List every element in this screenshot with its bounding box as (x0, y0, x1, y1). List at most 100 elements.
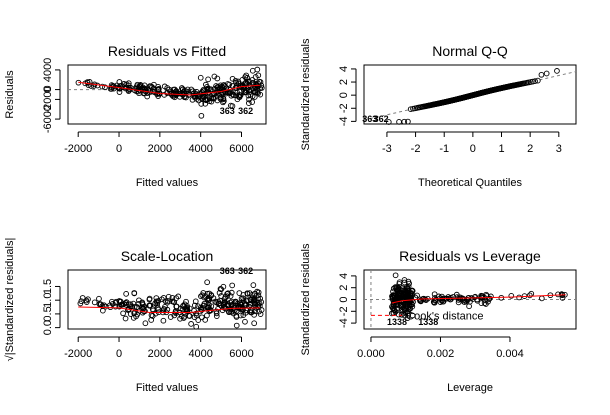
data-point (455, 299, 462, 306)
data-point (242, 89, 249, 96)
data-point (401, 290, 407, 297)
data-point (173, 295, 180, 301)
data-point (135, 300, 142, 307)
data-point (206, 95, 213, 101)
data-point (255, 292, 262, 299)
x-tick-label: 0.002 (427, 348, 455, 360)
y-tick-label: -4 (338, 116, 350, 126)
data-point (389, 293, 395, 300)
plot-frame (67, 269, 267, 330)
data-point (151, 81, 157, 88)
data-point (85, 296, 91, 303)
point-label: 362 (374, 114, 389, 124)
data-point (127, 311, 134, 317)
chart-title: Normal Q-Q (432, 43, 508, 59)
data-point (240, 295, 246, 302)
data-point (220, 283, 227, 290)
data-point (208, 292, 215, 299)
data-point (134, 304, 140, 310)
y-axis-label: Standardized residuals (300, 38, 312, 150)
data-point (401, 287, 408, 294)
y-tick-label: 0 (338, 296, 350, 302)
data-point (229, 282, 236, 289)
data-point (453, 291, 460, 298)
x-tick-label: -3 (382, 143, 392, 155)
data-point (200, 302, 207, 309)
data-point (188, 321, 194, 327)
x-tick-label: 0 (470, 143, 476, 155)
data-point (246, 96, 252, 103)
x-tick-label: -2000 (64, 143, 92, 155)
data-point (184, 86, 191, 93)
data-point (127, 84, 134, 91)
x-tick-label: 4000 (188, 143, 212, 155)
data-point (201, 93, 208, 100)
data-point (214, 97, 221, 104)
data-point (226, 309, 233, 315)
data-point (228, 298, 235, 305)
data-point (241, 84, 248, 91)
x-tick-label: 4000 (188, 348, 212, 360)
y-tick-label: 2 (338, 285, 350, 291)
data-point (169, 92, 175, 99)
data-point (409, 312, 416, 319)
data-point (395, 311, 402, 318)
data-point (146, 295, 153, 302)
data-point (116, 89, 123, 95)
data-point (216, 290, 223, 296)
data-point (470, 296, 476, 302)
data-point (404, 292, 411, 299)
x-tick-label: -2000 (64, 348, 92, 360)
x-axis-label: Theoretical Quantiles (418, 177, 522, 189)
data-point (131, 304, 138, 310)
data-point (448, 296, 454, 303)
x-tick-label: 0 (116, 143, 122, 155)
data-point (91, 299, 98, 306)
data-point (229, 91, 236, 98)
data-point (214, 75, 221, 82)
data-point (121, 300, 127, 307)
y-tick-label: 4000 (42, 58, 54, 82)
data-point (85, 82, 92, 88)
data-point (99, 83, 106, 90)
qq-point (529, 78, 536, 85)
data-point (481, 300, 488, 306)
x-tick-label: 2 (527, 143, 533, 155)
data-point (409, 287, 416, 294)
data-point (204, 312, 210, 319)
data-point (405, 308, 411, 315)
data-point (173, 303, 180, 310)
data-point (249, 295, 256, 302)
data-point (254, 66, 261, 73)
y-tick-label: -4 (338, 318, 350, 328)
data-point (184, 304, 190, 311)
data-point (466, 303, 472, 310)
data-point (198, 101, 205, 107)
qq-point (543, 70, 550, 77)
y-tick-label: -2000 (42, 85, 54, 113)
chart-title: Residuals vs Leverage (399, 248, 541, 264)
data-point (109, 82, 116, 89)
data-point (558, 291, 565, 298)
data-point (257, 91, 264, 98)
qq-point (405, 118, 411, 125)
data-point (197, 74, 204, 81)
data-point (394, 284, 400, 290)
data-point (257, 311, 264, 317)
data-point (83, 297, 90, 304)
plot-frame (67, 64, 267, 125)
data-point (198, 112, 205, 119)
data-point (186, 313, 193, 319)
data-point (154, 299, 161, 306)
data-point (177, 90, 184, 97)
data-point (155, 86, 162, 93)
data-point (149, 306, 156, 312)
point-label: 1338 (387, 317, 407, 327)
point-label: 363 (362, 114, 377, 124)
data-point (161, 306, 167, 312)
data-point (516, 294, 522, 301)
y-axis-label: Residuals (4, 70, 16, 119)
data-point (206, 98, 213, 105)
data-points (77, 279, 265, 330)
